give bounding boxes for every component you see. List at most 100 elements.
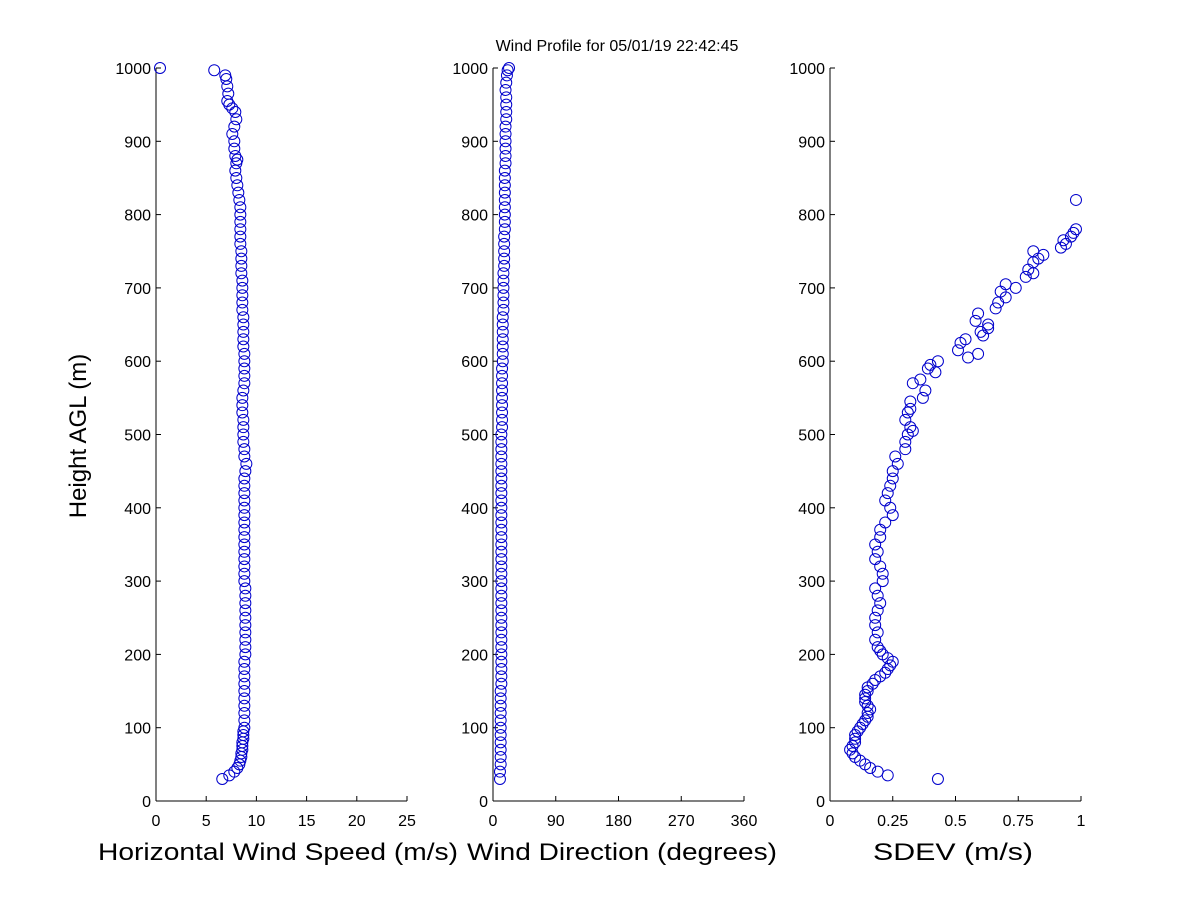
sdev-data-point	[876, 575, 889, 588]
speed-data-point	[238, 479, 251, 492]
sdev-data-point	[861, 699, 874, 712]
sdev-data-point	[874, 560, 887, 573]
direction-data-point	[501, 64, 514, 77]
sdev-data-point	[972, 347, 985, 360]
speed-data-point	[238, 545, 251, 558]
sdev-data-point	[871, 765, 884, 778]
direction-y-tick-label: 1000	[452, 61, 488, 78]
sdev-data-point	[962, 351, 975, 364]
direction-y-tick-label: 700	[461, 281, 488, 298]
direction-data-point	[495, 531, 508, 544]
sdev-y-tick-label: 800	[798, 208, 825, 225]
y-axis-label: Height AGL (m)	[65, 354, 92, 519]
speed-data-point	[237, 421, 250, 434]
speed-data-point	[238, 377, 251, 390]
sdev-data-point	[974, 325, 987, 338]
sdev-data-point	[869, 633, 882, 646]
speed-data-point	[238, 487, 251, 500]
sdev-y-tick-label: 600	[798, 354, 825, 371]
direction-data-point	[495, 655, 508, 668]
speed-data-point	[220, 72, 233, 85]
sdev-data-point	[906, 377, 919, 390]
speed-data-point	[237, 325, 250, 338]
sdev-data-point	[886, 472, 899, 485]
speed-x-tick-label: 15	[298, 813, 316, 830]
speed-data-point	[235, 259, 248, 272]
direction-data-point	[496, 377, 509, 390]
speed-x-tick-label: 25	[398, 813, 416, 830]
direction-data-point	[499, 157, 512, 170]
direction-data-point	[495, 435, 508, 448]
direction-data-point	[500, 105, 513, 118]
speed-data-point	[238, 692, 251, 705]
direction-data-point	[494, 685, 507, 698]
direction-data-point	[496, 325, 509, 338]
speed-data-point	[238, 655, 251, 668]
direction-data-point	[498, 179, 511, 192]
direction-data-point	[498, 193, 511, 206]
speed-data-point	[236, 303, 249, 316]
direction-data-point	[497, 281, 510, 294]
speed-data-point	[238, 531, 251, 544]
sdev-data-point	[1019, 270, 1032, 283]
direction-data-point	[499, 135, 512, 148]
speed-data-point	[238, 553, 251, 566]
speed-data-point	[239, 619, 252, 632]
direction-data-point	[494, 721, 507, 734]
direction-data-point	[499, 142, 512, 155]
speed-y-tick-label: 0	[142, 794, 151, 811]
speed-data-point	[228, 120, 241, 133]
direction-data-point	[495, 538, 508, 551]
sdev-data-point	[879, 494, 892, 507]
sdev-x-tick-label: 0.25	[877, 813, 908, 830]
speed-data-point	[238, 560, 251, 573]
sdev-data-point	[859, 696, 872, 709]
sdev-data-point	[891, 457, 904, 470]
direction-data-point	[496, 369, 509, 382]
sdev-data-point	[871, 626, 884, 639]
speed-data-point	[237, 340, 250, 353]
direction-data-point	[495, 479, 508, 492]
direction-data-point	[496, 362, 509, 375]
direction-data-point	[493, 765, 506, 778]
speed-data-point	[221, 94, 234, 107]
sdev-data-point	[874, 531, 887, 544]
direction-data-point	[498, 252, 511, 265]
direction-data-point	[500, 98, 513, 111]
speed-data-point	[237, 384, 250, 397]
speed-y-tick-label: 1000	[115, 61, 151, 78]
sdev-y-tick-label: 100	[798, 721, 825, 738]
sdev-data-point	[879, 516, 892, 529]
direction-data-point	[500, 113, 513, 126]
speed-data-point	[238, 707, 251, 720]
direction-data-point	[497, 274, 510, 287]
sdev-y-tick-label: 400	[798, 501, 825, 518]
direction-data-point	[499, 149, 512, 162]
sdev-data-point	[869, 553, 882, 566]
direction-x-tick-label: 0	[489, 813, 498, 830]
sdev-data-point	[884, 659, 897, 672]
speed-data-point	[235, 252, 248, 265]
sdev-data-point	[849, 736, 862, 749]
speed-data-point	[238, 501, 251, 514]
sdev-data-point	[904, 395, 917, 408]
sdev-y-tick-label: 500	[798, 428, 825, 445]
sdev-data-point	[849, 732, 862, 745]
speed-data-point	[236, 281, 249, 294]
speed-x-tick-label: 5	[202, 813, 211, 830]
sdev-data-point	[859, 688, 872, 701]
speed-data-point	[238, 443, 251, 456]
speed-data-point	[238, 721, 251, 734]
speed-data-point	[235, 267, 248, 280]
speed-data-point	[239, 626, 252, 639]
direction-data-point	[498, 230, 511, 243]
direction-data-point	[496, 406, 509, 419]
direction-data-point	[495, 509, 508, 522]
sdev-data-point	[859, 692, 872, 705]
sdev-y-tick-label: 200	[798, 647, 825, 664]
speed-data-point	[234, 223, 247, 236]
sdev-data-point	[869, 611, 882, 624]
direction-y-tick-label: 300	[461, 574, 488, 591]
speed-data-point	[232, 186, 245, 199]
